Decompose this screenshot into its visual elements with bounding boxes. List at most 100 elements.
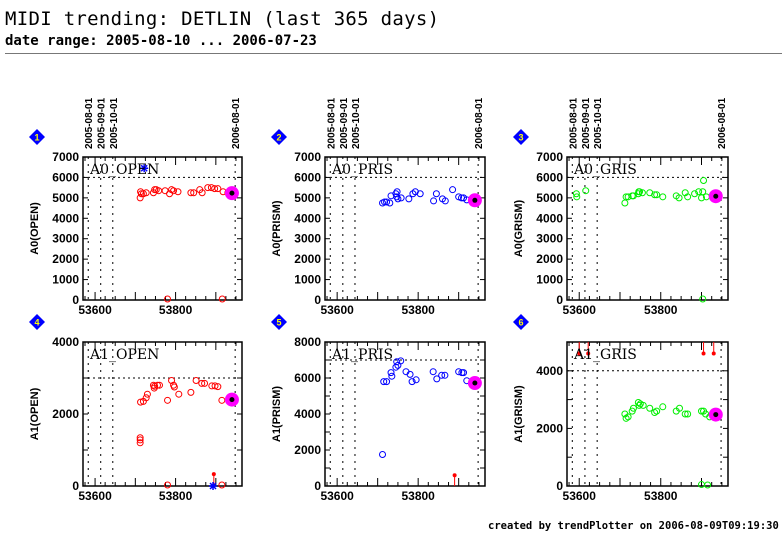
plot-frame — [82, 156, 243, 301]
data-point — [430, 197, 438, 205]
upper-limit-dot — [577, 351, 582, 356]
plot-panel-a1-pris — [271, 314, 486, 487]
data-point — [383, 198, 391, 206]
panel-title: A1_GRIS — [573, 347, 637, 363]
panel-title: A0_OPEN — [89, 162, 159, 178]
data-point — [659, 403, 667, 411]
y-tick-label: 6000 — [294, 170, 321, 184]
data-point — [387, 369, 395, 377]
data-point — [684, 410, 692, 418]
panel-badge-number: 4 — [34, 318, 39, 328]
y-tick-label: 6000 — [52, 170, 79, 184]
data-point — [684, 193, 692, 201]
data-point — [397, 357, 405, 365]
data-point — [699, 188, 707, 196]
y-axis-label: A0(OPEN) — [29, 202, 41, 255]
upper-limit-dot — [711, 351, 716, 356]
y-axis-label: A1(GRISM) — [513, 385, 525, 443]
data-point — [573, 193, 581, 201]
data-point — [639, 401, 647, 409]
data-point — [187, 189, 195, 197]
header-divider — [5, 53, 782, 54]
y-axis-label: A1(PRISM) — [271, 386, 283, 443]
data-point — [392, 363, 400, 371]
data-point — [174, 188, 182, 196]
data-point — [142, 394, 150, 402]
x-tick-label: 53800 — [401, 303, 435, 317]
panel-badge-icon — [271, 314, 287, 330]
panel-badge-icon — [513, 314, 529, 330]
data-point — [406, 370, 414, 378]
y-tick-label: 2000 — [294, 443, 321, 457]
latest-point — [713, 412, 719, 418]
x-tick-label: 53800 — [644, 303, 678, 317]
latest-point — [229, 397, 235, 403]
y-axis-label: A0(GRISM) — [513, 199, 525, 257]
y-tick-label: 2000 — [52, 407, 79, 421]
date-marker-label: 2006-08-01 — [231, 97, 242, 149]
x-tick-label: 53600 — [563, 303, 597, 317]
data-point — [675, 404, 683, 412]
latest-point — [472, 197, 478, 203]
x-tick-label: 53800 — [401, 489, 435, 503]
x-tick-label: 53600 — [320, 303, 354, 317]
data-point — [651, 409, 659, 417]
data-point — [433, 375, 441, 383]
data-point — [621, 199, 629, 207]
y-tick-label: 2000 — [536, 252, 563, 266]
data-point — [218, 396, 226, 404]
limit-marker-dot — [211, 472, 216, 477]
y-tick-label: 4000 — [536, 364, 563, 378]
data-point — [455, 368, 463, 376]
data-point — [218, 295, 226, 303]
date-marker-label: 2006-08-01 — [474, 97, 485, 149]
data-point — [653, 407, 661, 415]
date-range: date range: 2005-08-10 ... 2006-07-23 — [5, 33, 317, 49]
plot-panel-a0-open — [29, 129, 243, 303]
data-point — [460, 369, 468, 377]
y-tick-label: 5000 — [536, 191, 563, 205]
plot-frame — [82, 341, 243, 487]
panel-badge-icon — [29, 314, 45, 330]
data-point — [675, 194, 683, 202]
data-point — [153, 381, 161, 389]
data-point — [207, 184, 215, 192]
data-point — [646, 404, 654, 412]
y-tick-label: 0 — [314, 293, 321, 307]
data-point — [416, 190, 424, 198]
y-tick-label: 4000 — [52, 211, 79, 225]
data-point — [136, 439, 144, 447]
y-tick-label: 1000 — [536, 273, 563, 287]
y-tick-label: 0 — [72, 479, 79, 493]
date-marker-label: 2005-10-01 — [109, 97, 120, 149]
data-point — [175, 390, 183, 398]
data-point — [164, 396, 172, 404]
y-tick-label: 2000 — [52, 252, 79, 266]
data-point — [638, 189, 646, 197]
panel-title: A0_GRIS — [573, 162, 637, 178]
data-point — [429, 368, 437, 376]
y-tick-label: 3000 — [536, 232, 563, 246]
data-point — [201, 379, 209, 387]
panel-badge-icon — [29, 129, 45, 145]
data-point — [449, 186, 457, 194]
plot-frame — [566, 341, 729, 487]
data-point — [432, 190, 440, 198]
date-marker-label: 2005-08-01 — [84, 97, 95, 149]
data-point — [438, 371, 446, 379]
y-tick-label: 5000 — [294, 191, 321, 205]
date-marker-label: 2005-08-01 — [326, 97, 337, 149]
upper-limit-dot — [586, 351, 591, 356]
star-marker — [140, 164, 149, 173]
y-tick-label: 3000 — [294, 232, 321, 246]
y-tick-label: 3000 — [52, 232, 79, 246]
plot-frame — [324, 156, 486, 301]
x-tick-label: 53800 — [159, 489, 193, 503]
page-title: MIDI trending: DETLIN (last 365 days) — [5, 8, 440, 30]
latest-point — [713, 193, 719, 199]
data-point — [198, 189, 206, 197]
data-point — [164, 481, 172, 489]
data-point — [143, 390, 151, 398]
data-point — [393, 188, 401, 196]
data-point — [168, 377, 176, 385]
